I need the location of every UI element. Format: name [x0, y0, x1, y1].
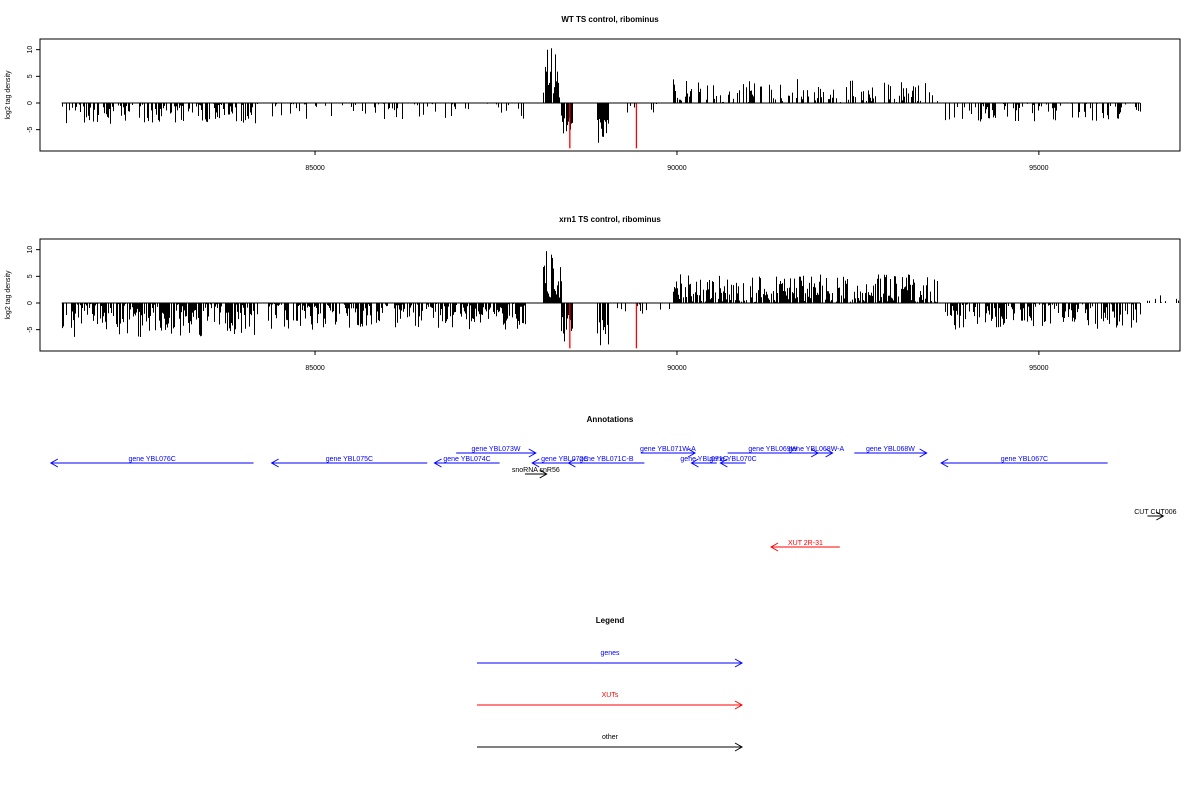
arrow-head-icon [770, 542, 779, 552]
arrow-head-icon [919, 448, 928, 458]
panel-title: xrn1 TS control, ribominus [559, 215, 661, 224]
feature-label: gene YBL071W-A [640, 446, 696, 453]
annotation-feature: gene YBL076C [49, 456, 254, 468]
panel-title: WT TS control, ribominus [561, 15, 659, 24]
y-tick-label: 10 [27, 46, 34, 54]
legend-item: genes [477, 650, 744, 668]
arrow-head-icon [539, 469, 548, 479]
arrow-head-icon [734, 658, 744, 668]
legend-label: XUTs [602, 692, 619, 699]
feature-label: gene YBL068W-A [788, 446, 844, 453]
feature-label: snoRNA snR56 [512, 467, 560, 474]
legend-label: other [602, 734, 619, 741]
y-tick-label: 5 [27, 74, 34, 78]
plot-frame [39, 238, 1181, 352]
legend: Legend genes XUTs other [477, 616, 744, 752]
annotations-title: Annotations [587, 415, 634, 424]
feature-label: gene YBL069W [748, 446, 797, 453]
annotation-feature: gene YBL071C-B [567, 456, 645, 468]
density-bars [61, 48, 1141, 149]
annotation-feature: gene YBL068W [854, 446, 928, 458]
feature-label: gene YBL075C [326, 456, 373, 463]
legend-item: other [477, 734, 744, 752]
panel-xrn1-ts-control: xrn1 TS control, ribominus log2 tag dens… [5, 215, 1181, 372]
annotation-feature: gene YBL074C [433, 456, 500, 468]
y-axis: -5 0 5 10 [27, 46, 40, 133]
annotation-feature: XUT 2R-31 [770, 540, 840, 552]
annotations-track: Annotations gene YBL076C gene YBL075C gene… [49, 415, 1177, 552]
annotation-features: gene YBL076C gene YBL075C gene YBL074C gene… [49, 446, 1177, 552]
feature-label: gene YBL068W [866, 446, 915, 453]
arrow-head-icon [270, 458, 279, 468]
arrow-head-icon [690, 458, 699, 468]
legend-items: genes XUTs other [477, 650, 744, 752]
feature-label: gene YBL076C [129, 456, 176, 463]
arrow-head-icon [940, 458, 949, 468]
y-tick-label: -5 [27, 326, 34, 332]
arrow-head-icon [719, 458, 728, 468]
legend-title: Legend [596, 616, 625, 625]
arrow-head-icon [825, 448, 834, 458]
arrow-head-icon [528, 448, 537, 458]
arrow-head-icon [687, 448, 697, 458]
annotation-feature: gene YBL067C [940, 456, 1108, 468]
plot-frame [39, 38, 1181, 152]
arrow-head-icon [1156, 511, 1165, 521]
annotation-feature: gene YBL073W [456, 446, 537, 458]
arrow-head-icon [531, 458, 540, 468]
annotation-feature: gene YBL071W-A [640, 446, 697, 458]
legend-item: XUTs [477, 692, 744, 710]
y-tick-label: 0 [27, 301, 34, 305]
y-axis-label: log2 tag density [5, 270, 12, 320]
legend-label: genes [600, 650, 620, 657]
feature-label: gene YBL074C [443, 456, 490, 463]
feature-label: gene YBL071C [680, 456, 727, 463]
y-tick-label: 10 [27, 246, 34, 254]
feature-label: gene YBL072C [541, 456, 588, 463]
y-tick-label: 5 [27, 274, 34, 278]
panel-wt-ts-control: WT TS control, ribominus log2 tag densit… [5, 15, 1181, 172]
feature-label: CUT CUT006 [1134, 509, 1176, 516]
x-axis: 85000 90000 95000 [305, 151, 1049, 172]
feature-label: gene YBL073W [472, 446, 521, 453]
feature-label: XUT 2R-31 [788, 540, 823, 547]
annotation-feature: gene YBL075C [270, 456, 428, 468]
feature-label: gene YBL071C-B [579, 456, 634, 463]
x-tick-label: 85000 [305, 365, 325, 372]
x-tick-label: 85000 [305, 165, 325, 172]
y-axis-label: log2 tag density [5, 70, 12, 120]
annotation-feature: snoRNA snR56 [512, 467, 560, 479]
arrow-head-icon [49, 458, 59, 468]
annotation-feature: gene YBL068W-A [788, 446, 845, 458]
arrow-head-icon [734, 742, 744, 752]
x-axis: 85000 90000 95000 [305, 351, 1049, 372]
y-tick-label: 0 [27, 101, 34, 105]
y-tick-label: -5 [27, 126, 34, 132]
x-tick-label: 95000 [1029, 365, 1049, 372]
arrow-head-icon [433, 458, 442, 468]
x-tick-label: 90000 [667, 365, 687, 372]
annotation-feature: CUT CUT006 [1134, 509, 1177, 521]
x-tick-label: 95000 [1029, 165, 1049, 172]
annotation-feature: gene YBL071C [680, 456, 728, 468]
feature-label: gene YBL067C [1001, 456, 1048, 463]
feature-label: gene YBL070C [709, 456, 756, 463]
y-axis: -5 0 5 10 [27, 246, 40, 333]
density-bars [61, 251, 1180, 349]
arrow-head-icon [567, 458, 576, 468]
x-tick-label: 90000 [667, 165, 687, 172]
annotation-feature: gene YBL070C [709, 456, 757, 468]
arrow-head-icon [734, 700, 744, 710]
